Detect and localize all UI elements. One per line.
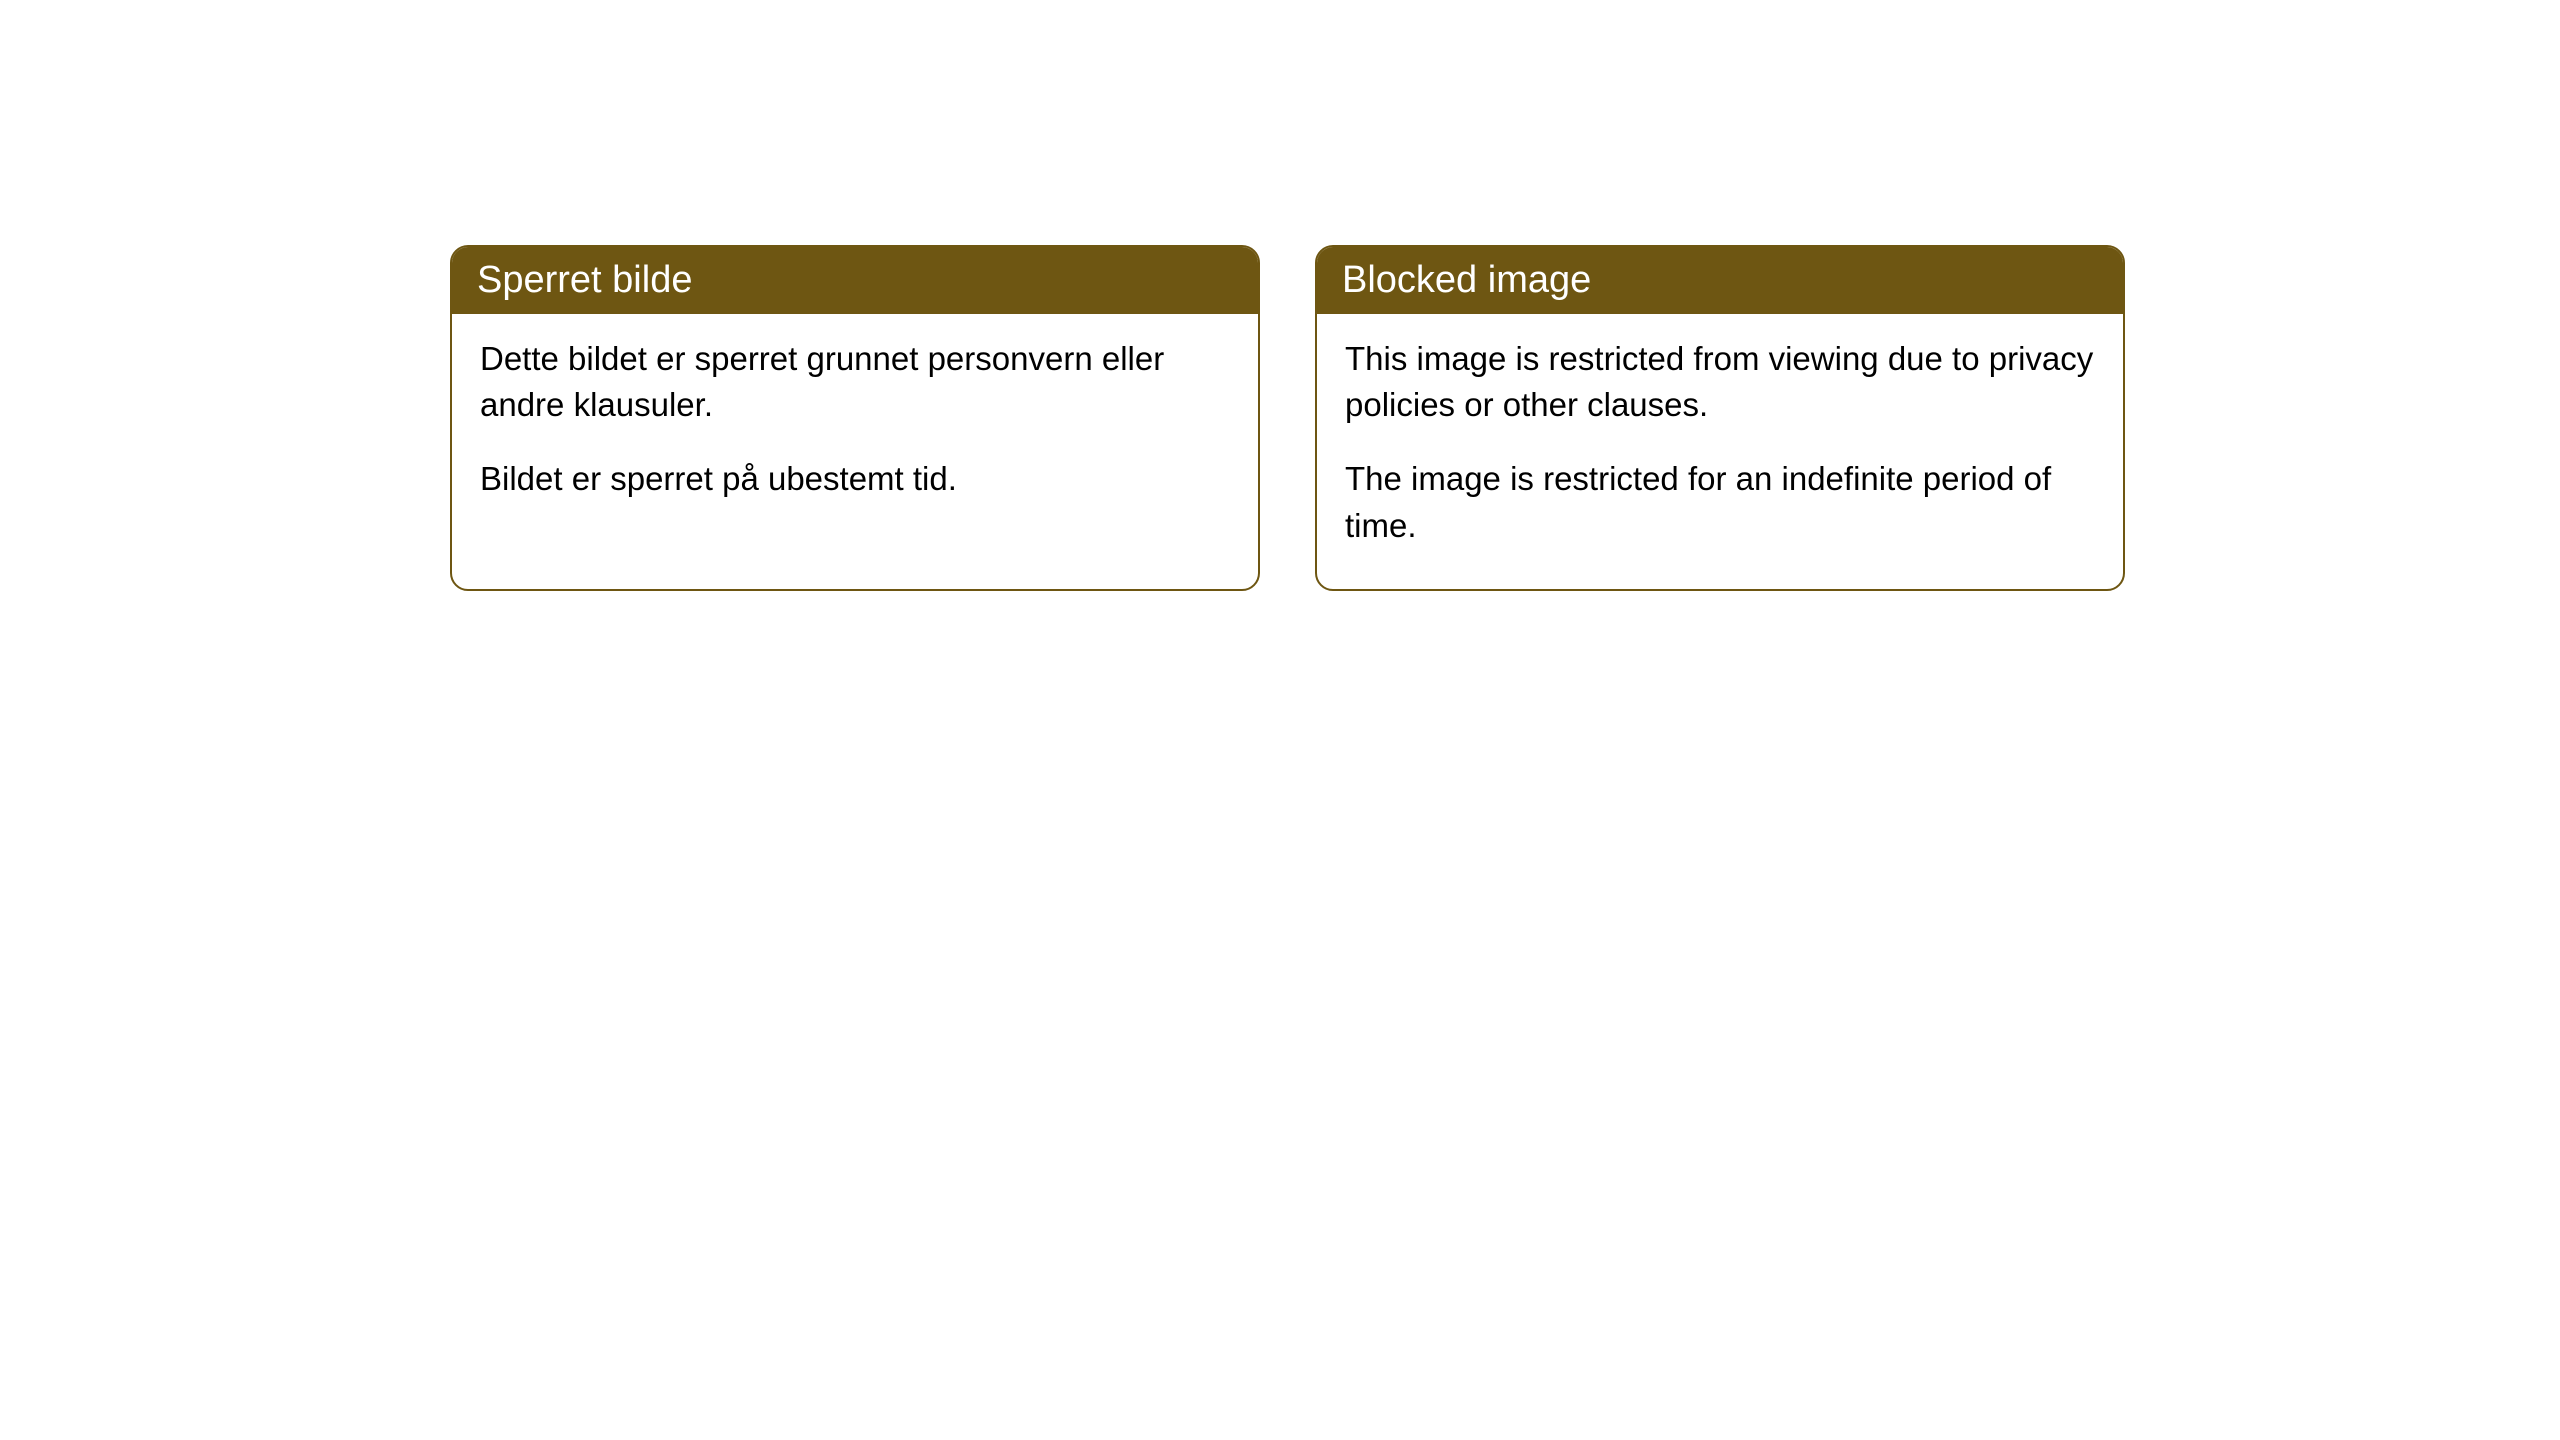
- card-norwegian: Sperret bilde Dette bildet er sperret gr…: [450, 245, 1260, 591]
- cards-container: Sperret bilde Dette bildet er sperret gr…: [0, 0, 2560, 591]
- card-english: Blocked image This image is restricted f…: [1315, 245, 2125, 591]
- card-paragraph-2: The image is restricted for an indefinit…: [1345, 456, 2095, 548]
- card-paragraph-2: Bildet er sperret på ubestemt tid.: [480, 456, 1230, 502]
- card-body-english: This image is restricted from viewing du…: [1317, 314, 2123, 589]
- card-paragraph-1: Dette bildet er sperret grunnet personve…: [480, 336, 1230, 428]
- card-header-norwegian: Sperret bilde: [452, 247, 1258, 314]
- card-body-norwegian: Dette bildet er sperret grunnet personve…: [452, 314, 1258, 543]
- card-header-english: Blocked image: [1317, 247, 2123, 314]
- card-paragraph-1: This image is restricted from viewing du…: [1345, 336, 2095, 428]
